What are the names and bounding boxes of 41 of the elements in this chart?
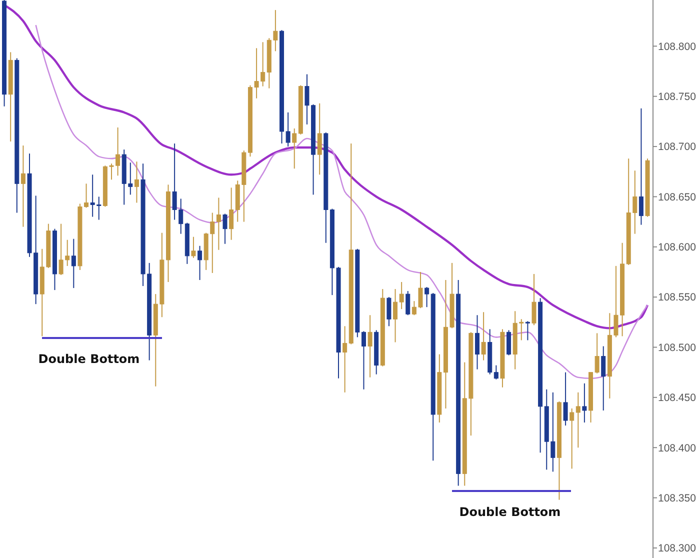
y-tick-label: 108.700 xyxy=(658,141,696,154)
candlestick xyxy=(317,102,322,176)
candlestick xyxy=(198,245,202,281)
candlestick xyxy=(475,314,480,370)
candlestick xyxy=(406,290,410,316)
candlestick xyxy=(191,236,196,258)
y-tick-label: 108.500 xyxy=(658,342,696,354)
candlestick xyxy=(601,346,606,411)
candlestick xyxy=(342,326,348,393)
y-tick-label: 108.800 xyxy=(658,40,696,53)
candlestick xyxy=(576,392,580,448)
y-tick-label: 108.750 xyxy=(658,91,696,104)
y-tick-label: 108.450 xyxy=(658,392,696,404)
y-tick-label: 108.550 xyxy=(658,292,696,304)
candlestick xyxy=(368,314,372,378)
candlestick xyxy=(506,330,512,356)
y-tick-label: 108.650 xyxy=(658,191,696,204)
candlestick xyxy=(20,145,26,228)
annotation: Double Bottom xyxy=(459,505,561,519)
candlestick xyxy=(481,312,486,361)
annotation: Double Bottom xyxy=(38,352,140,366)
candlestick xyxy=(582,382,587,424)
candlestick xyxy=(638,108,644,226)
y-tick-label: 108.300 xyxy=(658,542,696,555)
candlestick xyxy=(570,408,574,470)
candlestick xyxy=(563,372,568,426)
candlestick xyxy=(494,364,498,380)
candlestick xyxy=(386,296,392,327)
candlestick xyxy=(424,286,430,308)
candlestick xyxy=(216,197,221,250)
candlestick xyxy=(292,128,297,170)
y-tick-label: 108.400 xyxy=(658,442,696,454)
candlestick xyxy=(229,187,234,240)
y-tick-label: 108.350 xyxy=(658,492,696,504)
candlestick xyxy=(71,238,76,289)
candlestick xyxy=(222,213,228,244)
candlestick xyxy=(532,273,536,326)
candlestick xyxy=(134,161,139,204)
candlestick xyxy=(525,320,530,341)
line-series xyxy=(35,24,648,380)
y-tick-label: 108.600 xyxy=(658,242,696,254)
